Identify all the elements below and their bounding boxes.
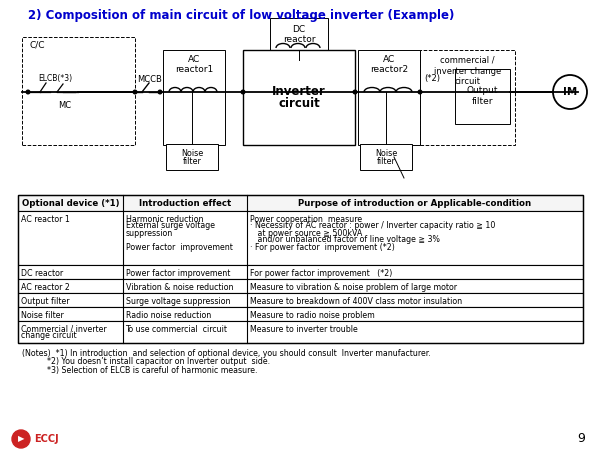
Bar (18, 211, 583, 265)
Text: Commercial / inverter: Commercial / inverter (21, 324, 107, 333)
Text: Noise: Noise (375, 149, 397, 158)
Text: Measure to inverter trouble: Measure to inverter trouble (250, 324, 358, 333)
Text: Introduction effect: Introduction effect (139, 198, 231, 207)
Text: Output filter: Output filter (21, 297, 70, 306)
Bar (18, 321, 583, 343)
Text: ELCB(*3): ELCB(*3) (38, 73, 72, 82)
Text: 2) Composition of main circuit of low voltage inverter (Example): 2) Composition of main circuit of low vo… (28, 9, 454, 22)
Text: AC: AC (383, 55, 395, 64)
Text: · Necessity of AC reactor : power / Inverter capacity ratio ≧ 10: · Necessity of AC reactor : power / Inve… (250, 221, 495, 230)
Bar (243, 50, 355, 145)
Circle shape (133, 90, 137, 94)
Bar (166, 144, 218, 170)
Text: AC reactor 1: AC reactor 1 (21, 215, 70, 224)
Text: suppression: suppression (125, 229, 173, 238)
Text: Surge voltage suppression: Surge voltage suppression (125, 297, 230, 306)
Text: *3) Selection of ELCB is careful of harmonic measure.: *3) Selection of ELCB is careful of harm… (22, 366, 257, 375)
Circle shape (353, 90, 357, 94)
Circle shape (418, 90, 422, 94)
Bar (18, 279, 583, 293)
Text: Power factor  improvement: Power factor improvement (125, 243, 232, 252)
Bar (18, 293, 583, 307)
Text: DC: DC (292, 24, 305, 33)
Bar (18, 195, 583, 343)
Text: 9: 9 (577, 432, 585, 446)
Text: AC reactor 2: AC reactor 2 (21, 283, 70, 292)
Text: To use commercial  circuit: To use commercial circuit (125, 324, 227, 333)
Text: · For power factor  improvement (*2): · For power factor improvement (*2) (250, 243, 395, 252)
Text: filter: filter (377, 158, 395, 166)
Text: reactor1: reactor1 (175, 66, 213, 75)
Text: Power cooperation  measure: Power cooperation measure (250, 215, 362, 224)
Bar (18, 265, 583, 279)
Text: Inverter: Inverter (272, 85, 326, 98)
Text: Radio noise reduction: Radio noise reduction (125, 310, 211, 320)
Text: IM: IM (563, 87, 577, 97)
Bar (360, 144, 412, 170)
Text: *2) You doesn’t install capacitor on Inverter output  side.: *2) You doesn’t install capacitor on Inv… (22, 357, 270, 366)
Text: DC reactor: DC reactor (21, 269, 63, 278)
Text: Noise: Noise (181, 149, 203, 158)
Text: commercial /: commercial / (440, 55, 495, 64)
Text: reactor2: reactor2 (370, 66, 408, 75)
Text: Measure to vibration & noise problem of large motor: Measure to vibration & noise problem of … (250, 283, 457, 292)
Circle shape (12, 430, 30, 448)
Bar (270, 18, 328, 60)
Circle shape (26, 90, 30, 94)
Text: circuit: circuit (278, 97, 320, 110)
Text: For power factor improvement   (*2): For power factor improvement (*2) (250, 269, 392, 278)
Text: MC: MC (58, 100, 71, 109)
Text: at power source ≧ 500kVA: at power source ≧ 500kVA (250, 229, 362, 238)
Text: Measure to radio noise problem: Measure to radio noise problem (250, 310, 374, 320)
Bar (358, 50, 420, 145)
Text: and/or unbalanced factor of line voltage ≧ 3%: and/or unbalanced factor of line voltage… (250, 235, 440, 244)
Text: Vibration & noise reduction: Vibration & noise reduction (125, 283, 233, 292)
Bar (22, 37, 135, 145)
Circle shape (241, 90, 245, 94)
Text: filter: filter (472, 97, 493, 106)
Text: reactor: reactor (283, 36, 315, 45)
Circle shape (158, 90, 162, 94)
Text: ECCJ: ECCJ (34, 434, 59, 444)
Bar (163, 50, 225, 145)
Text: C/C: C/C (30, 40, 46, 50)
Text: circuit: circuit (455, 77, 481, 86)
Text: Power factor improvement: Power factor improvement (125, 269, 230, 278)
Text: MCCB: MCCB (137, 75, 163, 84)
Text: Output: Output (467, 86, 498, 95)
Text: Measure to breakdown of 400V class motor insulation: Measure to breakdown of 400V class motor… (250, 297, 462, 306)
Text: Noise filter: Noise filter (21, 310, 64, 320)
Text: change circuit: change circuit (21, 332, 77, 341)
Text: inverter change: inverter change (434, 67, 501, 76)
Text: External surge voltage: External surge voltage (125, 221, 215, 230)
Text: filter: filter (182, 158, 202, 166)
Text: ▶: ▶ (18, 435, 24, 444)
Text: (Notes)  *1) In introduction  and selection of optional device, you should consu: (Notes) *1) In introduction and selectio… (22, 349, 431, 358)
Bar (18, 195, 583, 211)
Text: (*2): (*2) (424, 75, 440, 84)
Bar (18, 307, 583, 321)
Bar (455, 69, 510, 124)
Text: Optional device (*1): Optional device (*1) (22, 198, 119, 207)
Text: Purpose of introduction or Applicable-condition: Purpose of introduction or Applicable-co… (298, 198, 532, 207)
Text: AC: AC (188, 55, 200, 64)
Bar (420, 50, 515, 145)
Text: Harmonic reduction: Harmonic reduction (125, 215, 203, 224)
